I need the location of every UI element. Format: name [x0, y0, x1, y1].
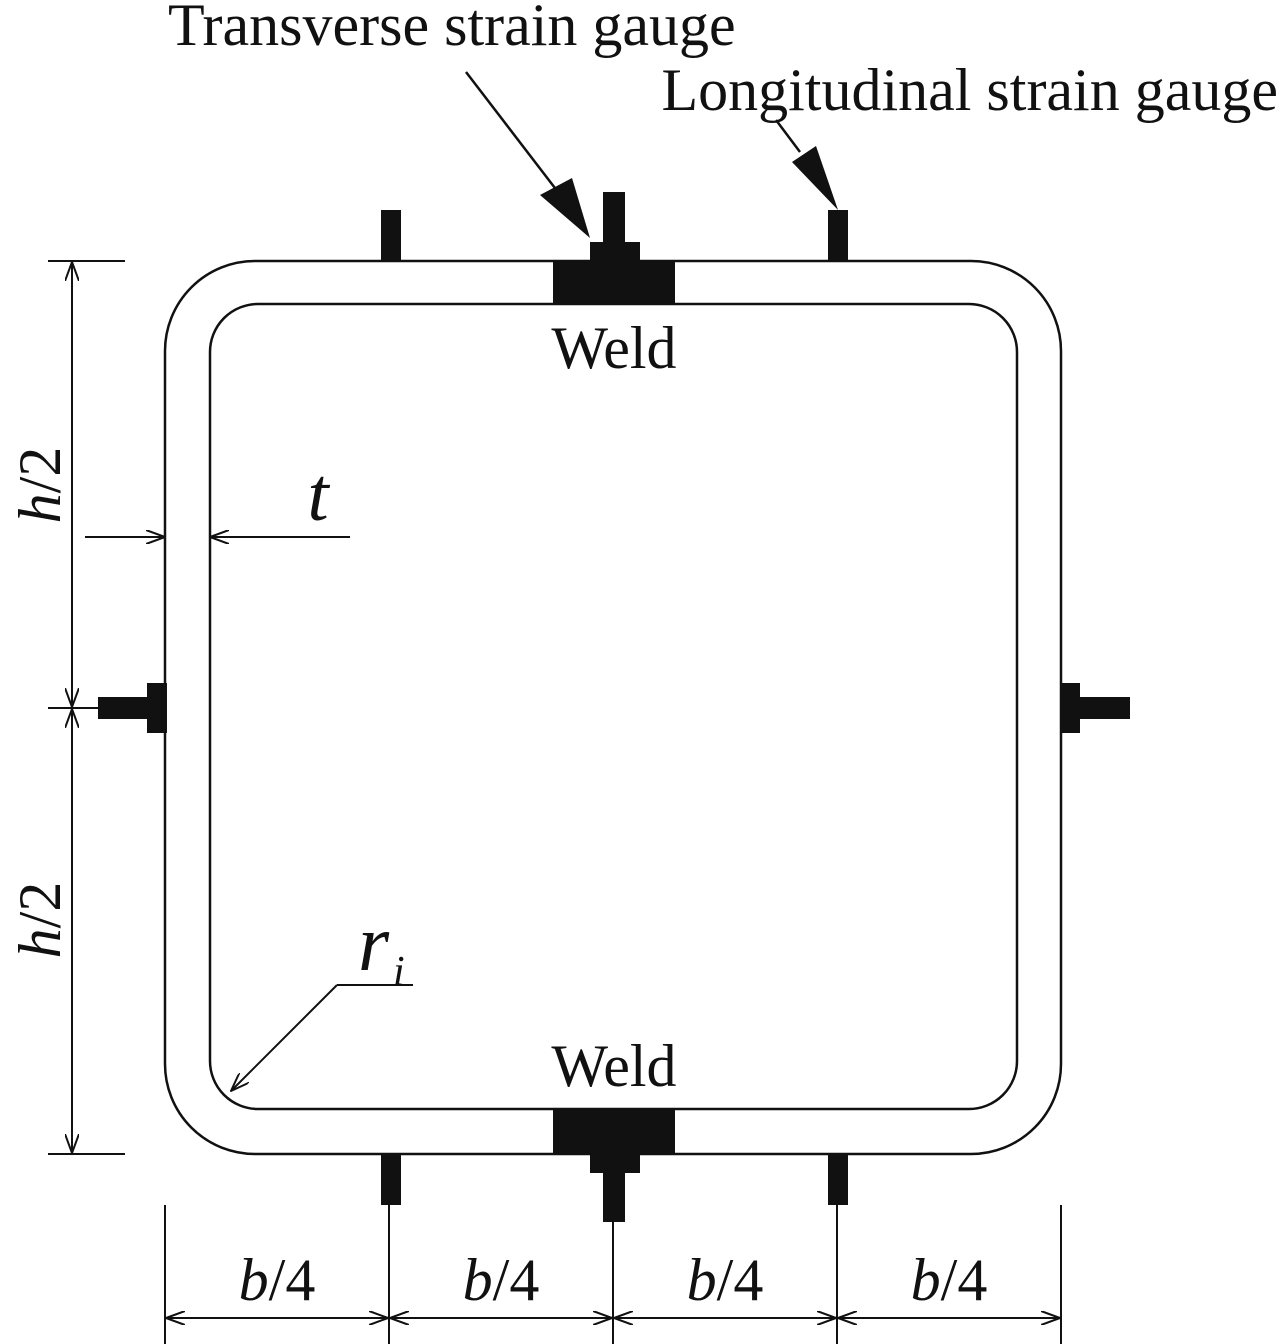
height-top-label: h/2: [7, 447, 73, 524]
height-dimension: h/2 h/2: [7, 260, 125, 1155]
weld-bottom-label: Weld: [551, 1033, 676, 1099]
transverse-gauge-leader: [465, 71, 590, 238]
transverse-gauge-label: Transverse strain gauge: [168, 0, 736, 58]
longitudinal-gauge-label: Longitudinal strain gauge: [661, 57, 1278, 123]
gauge-top-left: [381, 210, 401, 261]
inner-radius-dimension: r i: [231, 900, 413, 1091]
width-dimension: b/4 b/4 b/4 b/4: [164, 1205, 1062, 1344]
height-bottom-label: h/2: [7, 882, 73, 959]
gauge-right: [1060, 683, 1130, 733]
gauge-bottom-right: [828, 1154, 848, 1205]
bottom-weld-block: [553, 1109, 675, 1222]
thickness-label: t: [307, 453, 330, 537]
thickness-dimension: t: [85, 453, 350, 537]
inner-wall: [208, 302, 1019, 1111]
width-quarter-4-label: b/4: [911, 1247, 988, 1313]
longitudinal-gauge-leader: [775, 119, 838, 210]
gauge-bottom-left: [381, 1154, 401, 1205]
weld-top-label: Weld: [551, 315, 676, 381]
top-weld-block: [553, 192, 675, 304]
gauge-left: [98, 683, 167, 733]
width-quarter-1-label: b/4: [239, 1247, 316, 1313]
inner-radius-label: r: [358, 900, 390, 988]
inner-radius-subscript: i: [393, 949, 405, 995]
outer-wall: [163, 259, 1063, 1156]
width-quarter-3-label: b/4: [687, 1247, 764, 1313]
gauge-top-right: [828, 210, 848, 261]
width-quarter-2-label: b/4: [463, 1247, 540, 1313]
